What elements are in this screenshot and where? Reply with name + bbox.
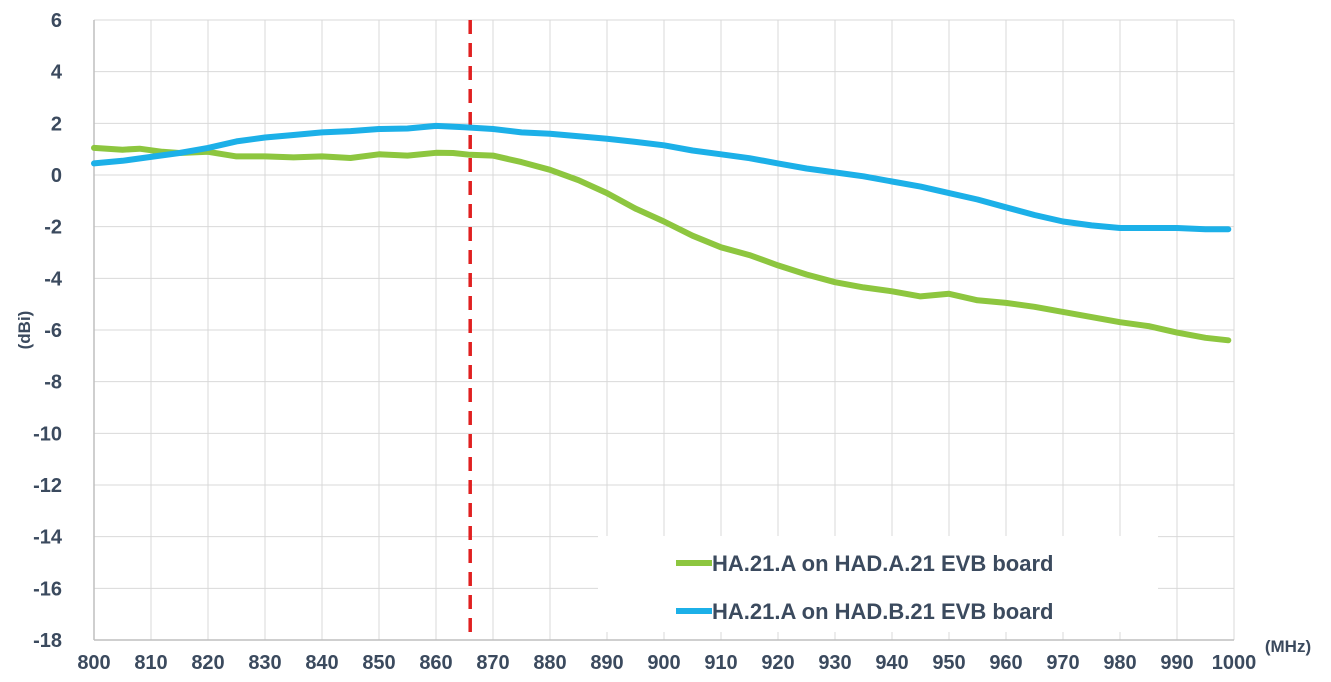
legend: HA.21.A on HAD.A.21 EVB board HA.21.A on … xyxy=(598,536,1158,632)
legend-label-1: HA.21.A on HAD.A.21 EVB board xyxy=(712,551,1053,576)
x-tick-label: 990 xyxy=(1160,652,1193,674)
x-tick-label: 860 xyxy=(419,652,452,674)
x-tick-label: 930 xyxy=(818,652,851,674)
x-tick-label: 970 xyxy=(1046,652,1079,674)
y-tick-label: 0 xyxy=(51,165,62,187)
y-tick-label: -16 xyxy=(33,578,62,600)
y-tick-label: -10 xyxy=(33,423,62,445)
x-tick-label: 890 xyxy=(590,652,623,674)
y-tick-label: 6 xyxy=(51,10,62,32)
x-tick-label: 920 xyxy=(761,652,794,674)
x-tick-label: 840 xyxy=(305,652,338,674)
x-tick-label: 980 xyxy=(1103,652,1136,674)
x-tick-label: 880 xyxy=(533,652,566,674)
x-tick-label: 910 xyxy=(704,652,737,674)
x-tick-label: 950 xyxy=(932,652,965,674)
y-tick-label: -8 xyxy=(44,372,62,394)
y-tick-label: -18 xyxy=(33,630,62,652)
x-tick-label: 850 xyxy=(362,652,395,674)
x-tick-label: 820 xyxy=(191,652,224,674)
x-tick-label: 810 xyxy=(134,652,167,674)
series-line-1 xyxy=(94,148,1228,340)
series-line-2 xyxy=(94,126,1228,229)
x-tick-label: 1000 xyxy=(1212,652,1257,674)
x-axis-ticks: 800 810 820 830 840 850 860 870 880 890 900 910 920 9… xyxy=(77,652,1256,674)
x-tick-label: 800 xyxy=(77,652,110,674)
y-tick-label: -14 xyxy=(33,527,63,549)
x-tick-label: 960 xyxy=(989,652,1022,674)
x-tick-label: 940 xyxy=(875,652,908,674)
y-tick-label: 2 xyxy=(51,113,62,135)
y-tick-label: -2 xyxy=(44,217,62,239)
y-axis-label: (dBi) xyxy=(15,311,34,350)
legend-label-2: HA.21.A on HAD.B.21 EVB board xyxy=(712,599,1053,624)
y-tick-label: 4 xyxy=(51,62,63,84)
x-tick-label: 870 xyxy=(476,652,509,674)
series-layer xyxy=(94,126,1228,340)
y-axis-ticks: 6 4 2 0 -2 -4 -6 -8 -10 -12 -14 -16 -18 xyxy=(33,10,63,652)
x-tick-label: 830 xyxy=(248,652,281,674)
y-tick-label: -4 xyxy=(44,268,63,290)
y-tick-label: -6 xyxy=(44,320,62,342)
x-axis-label: (MHz) xyxy=(1265,637,1311,656)
y-tick-label: -12 xyxy=(33,475,62,497)
x-tick-label: 900 xyxy=(647,652,680,674)
